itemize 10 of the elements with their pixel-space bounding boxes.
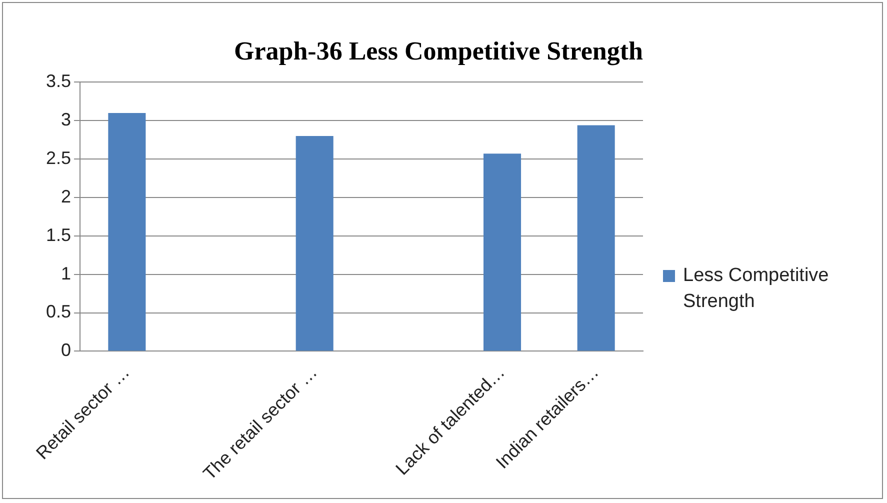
y-tick-label: 3 bbox=[61, 110, 72, 130]
y-tick-label: 0 bbox=[61, 340, 72, 360]
y-tick-label: 3.5 bbox=[46, 71, 72, 92]
legend-label: Less Competitive Strength bbox=[683, 264, 830, 314]
y-tick-label: 1.5 bbox=[46, 224, 72, 245]
y-tick-label: 1 bbox=[61, 263, 72, 284]
y-tick-label: 2 bbox=[61, 186, 72, 206]
chart-title: Graph-36 Less Competitive Strength bbox=[234, 36, 644, 66]
y-tick-label: 0.5 bbox=[46, 302, 72, 322]
y-tick-label: 2.5 bbox=[46, 148, 72, 168]
